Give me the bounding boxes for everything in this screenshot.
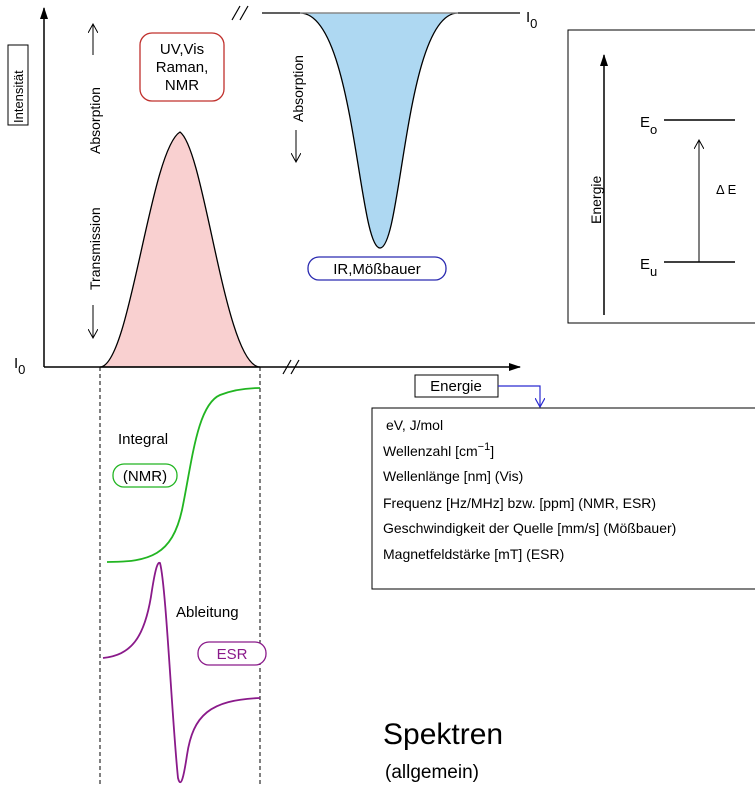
lower-level-label: Eu	[640, 256, 657, 279]
derivative-label: Ableitung	[176, 604, 239, 621]
svg-text:IR,Mößbauer: IR,Mößbauer	[333, 261, 421, 278]
svg-text:UV,Vis: UV,Vis	[160, 41, 204, 58]
unit-line: Frequenz [Hz/MHz] bzw. [ppm] (NMR, ESR)	[383, 495, 656, 511]
absorption-dip	[299, 12, 459, 249]
axis-break-top	[231, 5, 249, 21]
page-title: Spektren	[383, 718, 503, 751]
emission-peak	[99, 131, 261, 368]
svg-text:NMR: NMR	[165, 77, 199, 94]
y-axis-label: Intensität	[7, 44, 29, 126]
energy-axis-label: Energie	[588, 176, 604, 224]
svg-text:Energie: Energie	[430, 378, 482, 395]
i0-left-label: I0	[14, 355, 25, 377]
svg-text:Intensität: Intensität	[11, 70, 26, 123]
delta-e-label: Δ E	[716, 182, 737, 197]
i0-right-label: I0	[526, 9, 537, 31]
units-box: eV, J/mol Wellenzahl [cm−1] Wellenlänge …	[371, 407, 755, 590]
absorption-down-label: Absorption	[290, 55, 306, 122]
svg-text:Raman,: Raman,	[156, 59, 209, 76]
page-subtitle: (allgemein)	[385, 762, 479, 783]
integral-technique-box: (NMR)	[112, 463, 178, 488]
integral-curve	[106, 387, 261, 563]
unit-line: Wellenlänge [nm] (Vis)	[383, 468, 523, 484]
unit-line: Geschwindigkeit der Quelle [mm/s] (Mößba…	[383, 520, 676, 536]
unit-line: eV, J/mol	[386, 417, 443, 433]
svg-text:(NMR): (NMR)	[123, 468, 167, 485]
derivative-curve	[102, 561, 261, 784]
upper-level-label: Eo	[640, 114, 657, 137]
absorption-up-label: Absorption	[87, 87, 103, 154]
svg-text:ESR: ESR	[217, 646, 248, 663]
transmission-label: Transmission	[87, 207, 103, 290]
energy-to-units-arrow	[498, 385, 540, 407]
absorption-techniques-box: IR,Mößbauer	[307, 256, 447, 281]
derivative-technique-box: ESR	[197, 641, 267, 666]
unit-line: Magnetfeldstärke [mT] (ESR)	[383, 546, 564, 562]
axis-break-bottom	[282, 359, 300, 375]
emission-techniques-box: UV,Vis Raman, NMR	[139, 32, 225, 102]
integral-label: Integral	[118, 431, 168, 448]
energy-level-diagram: Energie Eo Eu Δ E	[567, 29, 755, 324]
energy-label-box: Energie	[414, 374, 499, 398]
unit-line: Wellenzahl [cm−1]	[383, 441, 494, 459]
